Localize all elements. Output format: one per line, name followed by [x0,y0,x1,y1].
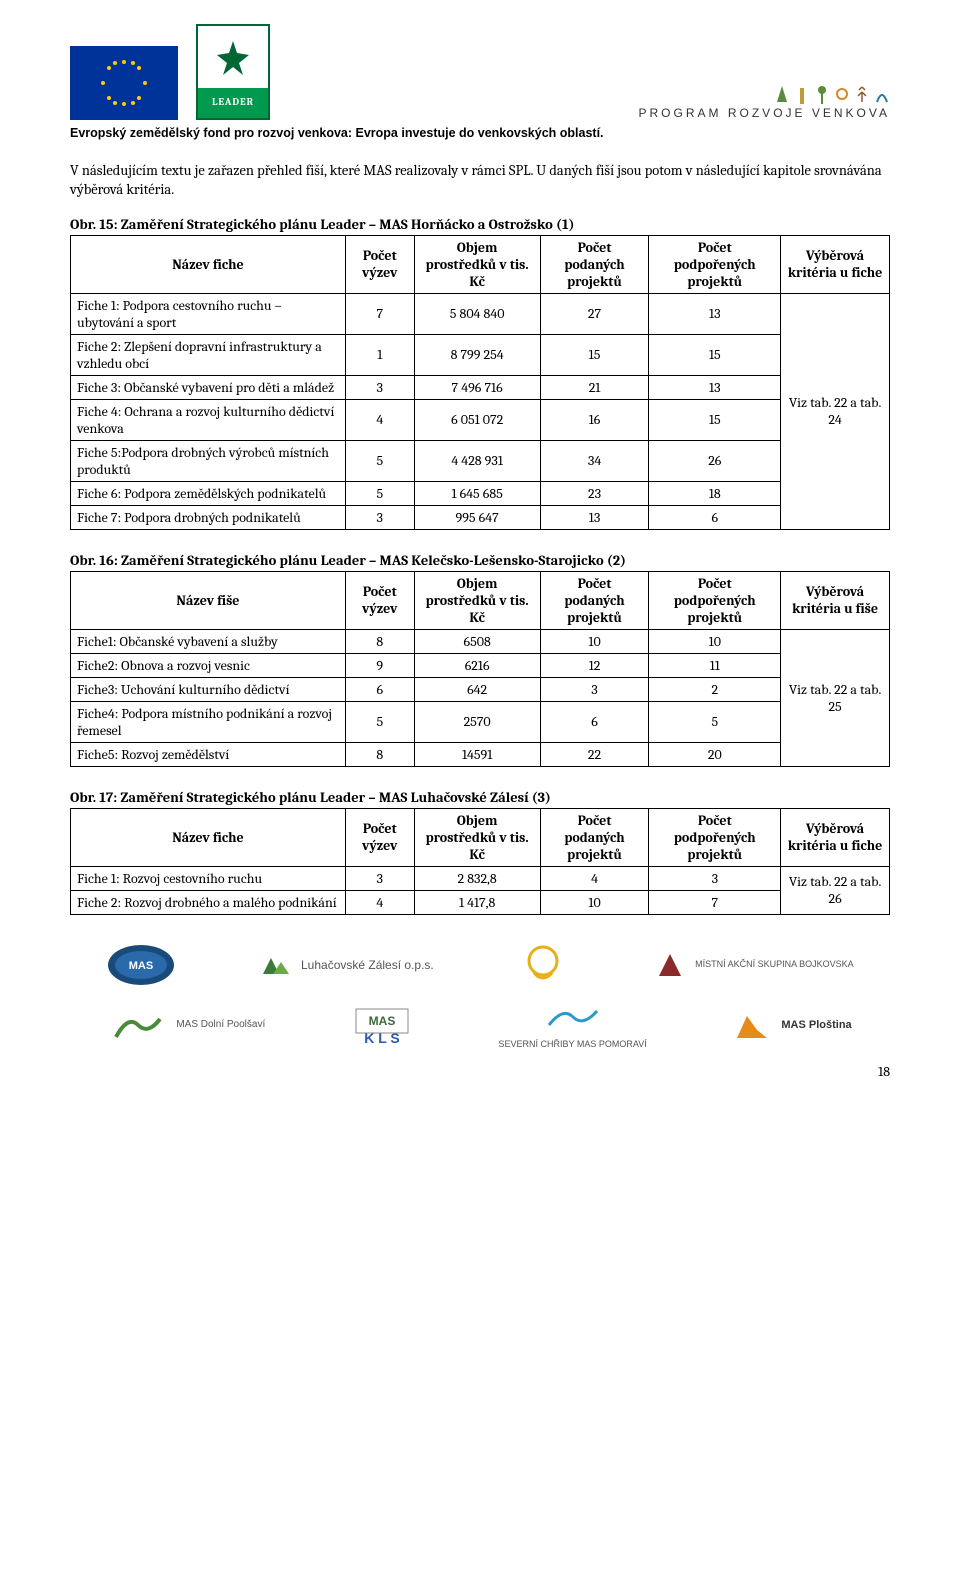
table1-title: Obr. 15: Zaměření Strategického plánu Le… [70,216,890,233]
t1-h0: Název fiche [71,235,346,293]
t3-h3: Počet podaných projektů [540,808,649,866]
svg-text:MAS: MAS [369,1014,396,1028]
t3-h5: Výběrová kritéria u fiche [781,808,890,866]
footer-logo-bojkovska: MÍSTNÍ AKČNÍ SKUPINA BOJKOVSKA [653,948,854,982]
t1-h5: Výběrová kritéria u fiche [781,235,890,293]
t1-note: Viz tab. 22 a tab. 24 [781,293,890,529]
footer-row-2: MAS Dolní Poolšaví MAS K L S SEVERNÍ CHŘI… [70,1001,890,1049]
t3-h4: Počet podpořených projektů [649,808,781,866]
footer-logo-kls: MAS K L S [352,1003,412,1047]
table-row: Fiche 5:Podpora drobných výrobců místníc… [71,440,890,481]
footer-logo-luhacovske: Luhačovské Zálesí o.p.s. [259,948,434,982]
leader-label: LEADER [198,88,268,118]
t2-h0: Název fiše [71,571,346,629]
page-number: 18 [70,1063,890,1080]
t1-h2: Objem prostředků v tis. Kč [414,235,540,293]
footer-logo-mas-hornacko: MAS [106,943,176,987]
table-row: Fiche 4: Ochrana a rozvoj kulturního děd… [71,399,890,440]
prv-icon-1 [774,84,790,104]
prv-icon-6 [874,84,890,104]
table-row: Fiche1: Občanské vybavení a služby 8 650… [71,629,890,653]
table3: Název fiche Počet výzev Objem prostředků… [70,808,890,915]
table3-title: Obr. 17: Zaměření Strategického plánu Le… [70,789,890,806]
footer-logo-luhacovske-label: Luhačovské Zálesí o.p.s. [301,958,434,972]
table-row: Fiche 1: Podpora cestovního ruchu – ubyt… [71,293,890,334]
t3-h2: Objem prostředků v tis. Kč [414,808,540,866]
leader-logo: LEADER [196,24,270,120]
footer-row-1: MAS Luhačovské Zálesí o.p.s. MÍSTNÍ AKČN… [70,943,890,987]
table1: Název fiche Počet výzev Objem prostředků… [70,235,890,530]
t2-h1: Počet výzev [345,571,414,629]
footer-logo-poolsavi: MAS Dolní Poolšaví [108,1005,265,1045]
table-row: Fiche 3: Občanské vybavení pro děti a ml… [71,375,890,399]
t2-h2: Objem prostředků v tis. Kč [414,571,540,629]
table-row: Fiche2: Obnova a rozvoj vesnic 9 6216 12… [71,653,890,677]
table-row: Fiche 1: Rozvoj cestovního ruchu 3 2 832… [71,866,890,890]
table2: Název fiše Počet výzev Objem prostředků … [70,571,890,767]
eu-flag-logo [70,46,178,120]
table-row: Fiche 6: Podpora zemědělských podnikatel… [71,481,890,505]
table-row: Fiche 2: Rozvoj drobného a malého podnik… [71,890,890,914]
prv-program-text: PROGRAM ROZVOJE VENKOVA [288,106,890,120]
table-row: Fiche5: Rozvoj zemědělství 8 14591 22 20 [71,742,890,766]
t1-h1: Počet výzev [345,235,414,293]
prv-icon-4 [834,84,850,104]
t3-note: Viz tab. 22 a tab. 26 [781,866,890,914]
table-row: Fiche3: Uchování kulturního dědictví 6 6… [71,677,890,701]
t2-h5: Výběrová kritéria u fiše [781,571,890,629]
footer-logo-bojkovska-label: MÍSTNÍ AKČNÍ SKUPINA BOJKOVSKA [695,960,854,970]
t2-h3: Počet podaných projektů [540,571,649,629]
footer-logo-chriby: SEVERNÍ CHŘIBY MAS POMORAVÍ [499,1001,647,1049]
t2-note: Viz tab. 22 a tab. 25 [781,629,890,766]
footer-logo-plostina: MAS Ploština [733,1008,851,1042]
footer-logo-plostina-label: MAS Ploština [781,1019,851,1031]
footer-logo-circle [516,943,570,987]
t1-h4: Počet podpořených projektů [649,235,781,293]
intro-paragraph: V následujícím textu je zařazen přehled … [70,162,890,200]
table2-title: Obr. 16: Zaměření Strategického plánu Le… [70,552,890,569]
footer-logos: MAS Luhačovské Zálesí o.p.s. MÍSTNÍ AKČN… [70,943,890,1049]
svg-text:MAS: MAS [129,960,153,972]
footer-logo-poolsavi-label: MAS Dolní Poolšaví [176,1019,265,1030]
t1-h3: Počet podaných projektů [540,235,649,293]
svg-text:K L S: K L S [364,1030,400,1046]
fund-description: Evropský zemědělský fond pro rozvoj venk… [70,126,890,140]
t3-h1: Počet výzev [345,808,414,866]
table-row: Fiche4: Podpora místního podnikání a roz… [71,701,890,742]
prv-icon-5 [854,84,870,104]
prv-logo-block: PROGRAM ROZVOJE VENKOVA [288,84,890,120]
prv-icon-3 [814,84,830,104]
table-row: Fiche 7: Podpora drobných podnikatelů 3 … [71,505,890,529]
header-logo-row: LEADER PROGRAM ROZVOJE VENKOVA [70,24,890,120]
t2-h4: Počet podpořených projektů [649,571,781,629]
table-row: Fiche 2: Zlepšení dopravní infrastruktur… [71,334,890,375]
t3-h0: Název fiche [71,808,346,866]
prv-icon-2 [794,84,810,104]
footer-logo-chriby-label: SEVERNÍ CHŘIBY MAS POMORAVÍ [499,1039,647,1049]
